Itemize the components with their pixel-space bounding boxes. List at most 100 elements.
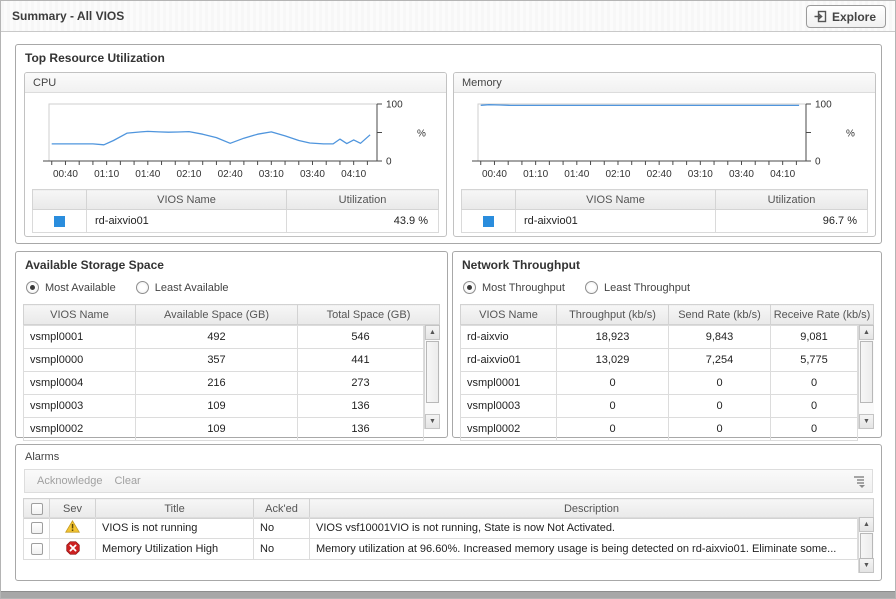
network-radio-label-0[interactable]: Most Throughput: [482, 281, 565, 294]
table-row[interactable]: vsmpl0001 492 546: [23, 325, 424, 349]
cpu-legend-table: VIOS Name Utilization rd-aixvio01 43.9 %: [32, 189, 439, 233]
storage-radio-label-0[interactable]: Most Available: [45, 281, 116, 294]
storage-table-body-zone: vsmpl0001 492 546 vsmpl0000 357 441 vsmpl0004 2…: [23, 325, 440, 441]
scroll-down-button[interactable]: ▼: [425, 414, 440, 429]
network-cell: 0: [556, 394, 669, 418]
select-all-checkbox[interactable]: [30, 502, 43, 515]
storage-cell: vsmpl0004: [23, 371, 136, 395]
alarms-col-header-2[interactable]: Title: [95, 498, 254, 519]
network-radio-1[interactable]: [584, 281, 598, 294]
scroll-track[interactable]: [859, 340, 874, 414]
alarm-row[interactable]: Memory Utilization High No Memory utiliz…: [23, 538, 858, 560]
scroll-down-button[interactable]: ▼: [859, 414, 874, 429]
network-col-header-3[interactable]: Receive Rate (kb/s): [770, 304, 874, 325]
svg-text:04:10: 04:10: [770, 169, 795, 180]
table-row[interactable]: vsmpl0001 0 0 0: [460, 371, 858, 395]
alarms-col-header-4[interactable]: Description: [309, 498, 874, 519]
alarms-panel: Alarms Acknowledge Clear Sev Title Ack'ed D…: [15, 444, 882, 581]
series-color-swatch: [54, 215, 65, 227]
network-col-header-0[interactable]: VIOS Name: [460, 304, 557, 325]
svg-text:01:10: 01:10: [523, 169, 548, 180]
svg-text:01:40: 01:40: [564, 169, 589, 180]
storage-col-header-0[interactable]: VIOS Name: [23, 304, 136, 325]
table-row[interactable]: vsmpl0002 109 136: [23, 417, 424, 441]
storage-cell: 273: [297, 371, 424, 395]
network-radio-0[interactable]: [463, 281, 476, 294]
top-resource-utilization-panel: Top Resource Utilization CPU 0 100% 00:40 0…: [15, 44, 882, 244]
scroll-thumb[interactable]: [860, 341, 873, 403]
table-row[interactable]: rd-aixvio 18,923 9,843 9,081: [460, 325, 858, 349]
available-storage-title: Available Storage Space: [25, 258, 164, 272]
memory-utilization-chart[interactable]: 0 100% 00:40 01:10 01:40 02:10 02:40 03:10 03:40…: [454, 95, 875, 187]
table-row[interactable]: vsmpl0004 216 273: [23, 371, 424, 395]
memory-legend-table: VIOS Name Utilization rd-aixvio01 96.7 %: [461, 189, 868, 233]
scroll-up-button[interactable]: ▲: [859, 517, 874, 532]
memory-panel-title: Memory: [454, 73, 875, 93]
explore-button[interactable]: Explore: [805, 5, 886, 28]
network-radio-label-1[interactable]: Least Throughput: [603, 281, 690, 294]
storage-cell: 357: [135, 348, 298, 372]
table-row[interactable]: vsmpl0002 0 0 0: [460, 417, 858, 441]
legend-row[interactable]: rd-aixvio01 43.9 %: [32, 209, 439, 233]
column-settings-icon[interactable]: [850, 474, 866, 492]
legend-row[interactable]: rd-aixvio01 96.7 %: [461, 209, 868, 233]
svg-text:00:40: 00:40: [482, 169, 507, 180]
network-cell: 9,843: [668, 325, 771, 349]
storage-cell: 109: [135, 417, 298, 441]
svg-text:%: %: [417, 129, 426, 140]
alarms-select-all-header[interactable]: [23, 498, 50, 519]
storage-radio-0[interactable]: [26, 281, 39, 294]
view-header: Summary - All VIOS Explore: [1, 1, 895, 32]
alarms-table-body-zone: VIOS is not running No VIOS vsf10001VIO …: [23, 517, 874, 573]
cpu-utilization-chart[interactable]: 0 100% 00:40 01:10 01:40 02:10 02:40 03:10 03:40…: [25, 95, 446, 187]
scroll-track[interactable]: [425, 340, 440, 414]
svg-text:02:10: 02:10: [605, 169, 630, 180]
network-cell: 0: [556, 371, 669, 395]
scroll-up-button[interactable]: ▲: [859, 325, 874, 340]
network-cell: 7,254: [668, 348, 771, 372]
scroll-thumb[interactable]: [860, 533, 873, 559]
legend-swatch-header: [32, 189, 87, 210]
alarm-checkbox[interactable]: [30, 543, 43, 556]
storage-table-header-wrap: VIOS Name Available Space (GB) Total Space…: [23, 304, 440, 325]
network-col-header-1[interactable]: Throughput (kb/s): [556, 304, 669, 325]
acknowledge-button[interactable]: Acknowledge: [37, 475, 103, 487]
network-cell: 0: [556, 417, 669, 441]
svg-text:00:40: 00:40: [53, 169, 78, 180]
clear-button[interactable]: Clear: [114, 475, 141, 487]
alarms-col-header-1[interactable]: Sev: [49, 498, 96, 519]
scroll-track[interactable]: [859, 532, 874, 559]
storage-cell: vsmpl0001: [23, 325, 136, 349]
svg-text:04:10: 04:10: [341, 169, 366, 180]
table-row[interactable]: vsmpl0000 357 441: [23, 348, 424, 372]
storage-cell: 216: [135, 371, 298, 395]
alarms-scrollbar[interactable]: ▲ ▼: [858, 517, 874, 573]
network-col-header-2[interactable]: Send Rate (kb/s): [668, 304, 771, 325]
cpu-legend-col-0: VIOS Name: [86, 189, 287, 210]
table-row[interactable]: rd-aixvio01 13,029 7,254 5,775: [460, 348, 858, 372]
network-scrollbar[interactable]: ▲ ▼: [858, 325, 874, 429]
network-cell: 0: [770, 394, 858, 418]
network-cell: 0: [770, 371, 858, 395]
network-cell: 0: [668, 394, 771, 418]
storage-radio-label-1[interactable]: Least Available: [154, 281, 229, 294]
storage-scrollbar[interactable]: ▲ ▼: [424, 325, 440, 429]
alarm-row[interactable]: VIOS is not running No VIOS vsf10001VIO …: [23, 517, 858, 539]
storage-col-header-1[interactable]: Available Space (GB): [135, 304, 298, 325]
svg-text:100: 100: [386, 100, 403, 111]
alarm-description-cell: VIOS vsf10001VIO is not running, State i…: [309, 517, 858, 539]
scroll-thumb[interactable]: [426, 341, 439, 403]
scroll-up-button[interactable]: ▲: [425, 325, 440, 340]
memory-panel: Memory 0 100% 00:40 01:10 01:40 02:10 02:40 03:…: [453, 72, 876, 237]
alarms-col-header-3[interactable]: Ack'ed: [253, 498, 310, 519]
severity-cell: [49, 538, 96, 560]
storage-radio-1[interactable]: [135, 281, 149, 294]
table-row[interactable]: vsmpl0003 0 0 0: [460, 394, 858, 418]
cpu-panel: CPU 0 100% 00:40 01:10 01:40 02:10 02:40 03:10 0…: [24, 72, 447, 237]
storage-col-header-2[interactable]: Total Space (GB): [297, 304, 440, 325]
alarm-title-cell: Memory Utilization High: [95, 538, 254, 560]
scroll-down-button[interactable]: ▼: [859, 558, 874, 573]
table-row[interactable]: vsmpl0003 109 136: [23, 394, 424, 418]
alarm-checkbox[interactable]: [30, 522, 43, 535]
utilization-cell: 43.9 %: [286, 209, 439, 233]
